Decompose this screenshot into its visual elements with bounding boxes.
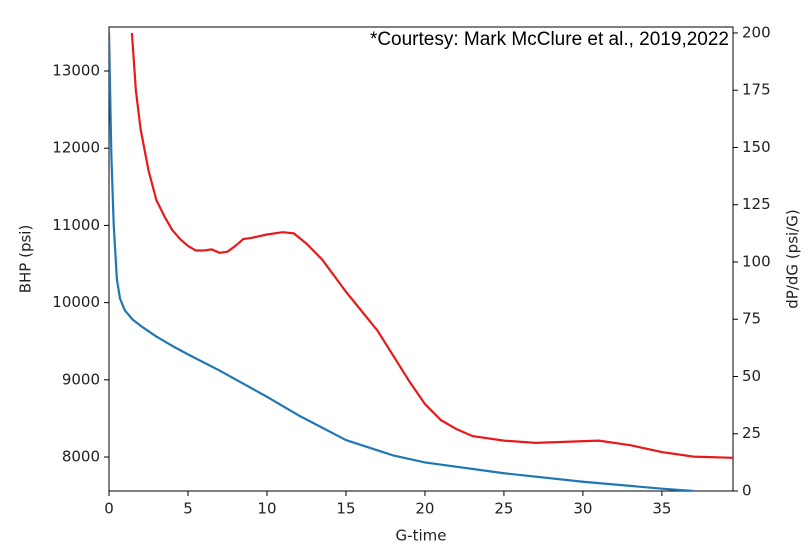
x-tick-label: 30 — [573, 500, 592, 518]
y-tick-label: 13000 — [52, 62, 100, 80]
y2-tick-label: 0 — [742, 482, 752, 500]
y2-tick-label: 50 — [742, 367, 761, 385]
y2-tick-label: 125 — [742, 195, 771, 213]
data-line — [109, 32, 694, 491]
y2-tick-label: 75 — [742, 310, 761, 328]
x-tick-label: 10 — [257, 500, 276, 518]
x-tick-label: 5 — [183, 500, 193, 518]
plot-frame — [108, 26, 734, 492]
x-axis-label: G-time — [396, 527, 447, 545]
y-tick-label: 12000 — [52, 139, 100, 157]
y2-tick-label: 175 — [742, 81, 771, 99]
y2-tick-label: 200 — [742, 23, 771, 41]
y-tick-label: 9000 — [62, 370, 100, 388]
y2-tick-label: 150 — [742, 138, 771, 156]
y-axis-label: BHP (psi) — [17, 225, 35, 294]
annotation: *Courtesy: Mark McClure et al., 2019,202… — [370, 29, 729, 50]
data-line — [130, 32, 733, 459]
y-tick-label: 11000 — [52, 216, 100, 234]
y2-tick-label: 25 — [742, 424, 761, 442]
x-tick-label: 25 — [494, 500, 513, 518]
x-tick-label: 35 — [652, 500, 671, 518]
y2-tick-label: 100 — [742, 252, 771, 270]
series-layer — [109, 32, 733, 491]
x-tick-label: 0 — [104, 500, 114, 518]
y-tick-label: 10000 — [52, 293, 100, 311]
x-tick-label: 20 — [415, 500, 434, 518]
y2-axis-label: dP/dG (psi/G) — [784, 209, 802, 308]
y-tick-label: 8000 — [62, 448, 100, 466]
x-tick-label: 15 — [336, 500, 355, 518]
